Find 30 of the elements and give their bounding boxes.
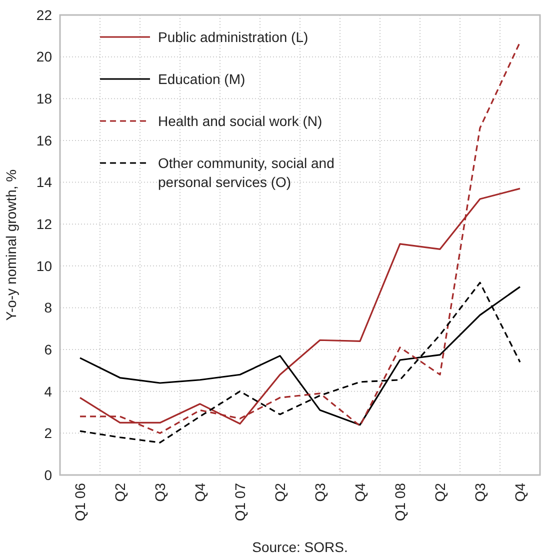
x-tick-label: Q2 <box>112 482 128 502</box>
y-tick-label: 18 <box>36 90 52 107</box>
y-axis-title: Y-o-y nominal growth, % <box>3 169 19 321</box>
x-tick-label: Q4 <box>352 482 368 502</box>
x-tick-label: Q2 <box>272 482 288 502</box>
legend-label: Health and social work (N) <box>158 112 322 129</box>
y-tick-label: 8 <box>44 300 52 316</box>
y-tick-label: 10 <box>36 258 52 274</box>
x-tick-label: Q4 <box>512 482 528 502</box>
y-tick-label: 16 <box>36 132 52 148</box>
x-tick-label: Q3 <box>472 482 488 502</box>
x-tick-label: Q3 <box>312 482 328 502</box>
y-tick-label: 0 <box>44 466 52 483</box>
y-tick-label: 4 <box>44 383 52 400</box>
x-tick-label: Q4 <box>192 482 208 502</box>
y-tick-label: 14 <box>36 174 52 190</box>
x-tick-label: Q2 <box>432 482 448 502</box>
x-tick-label: Q1 06 <box>72 482 88 522</box>
y-tick-label: 20 <box>36 48 52 65</box>
y-tick-label: 22 <box>36 6 52 23</box>
x-tick-label: Q1 07 <box>232 482 248 522</box>
x-tick-label: Q1 08 <box>392 482 408 522</box>
y-tick-label: 12 <box>36 216 52 232</box>
legend-label: Education (M) <box>158 70 246 87</box>
y-tick-label: 2 <box>44 425 52 442</box>
source-note: Source: SORS. <box>252 539 348 555</box>
legend-label: Public administration (L) <box>158 28 308 45</box>
y-tick-label: 6 <box>44 341 52 358</box>
x-tick-label: Q3 <box>152 482 168 502</box>
legend-label: Other community, social and personal services (O) <box>158 154 334 190</box>
